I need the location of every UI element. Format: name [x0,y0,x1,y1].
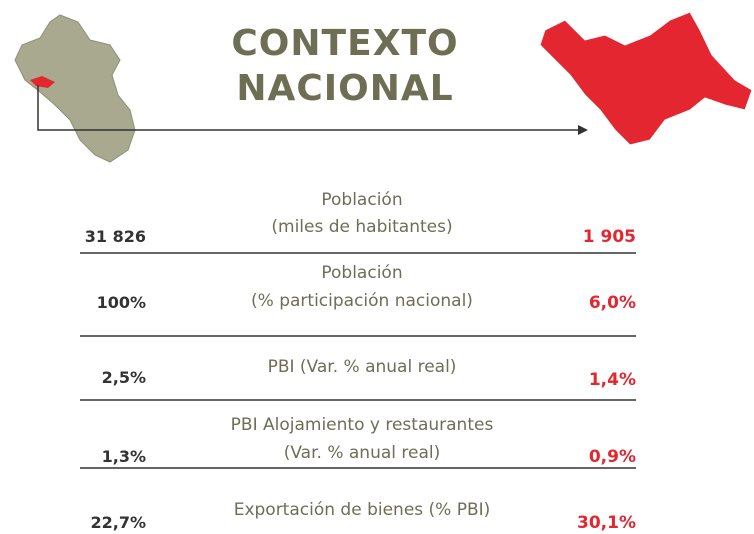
national-value: 22,7% [90,513,146,532]
title: CONTEXTO [231,23,458,64]
row-label: Población [321,263,402,283]
arrow-head [578,125,588,135]
national-value: 31 826 [85,227,146,246]
region-mark [30,76,55,88]
row-label: Exportación de bienes (% PBI) [234,500,491,520]
national-value: 100% [97,293,146,312]
row-label: (% participación nacional) [251,291,473,311]
region-value: 1,4% [589,370,636,390]
row-label: Población [321,190,402,210]
region-value: 1 905 [583,227,636,247]
national-value: 1,3% [102,447,146,466]
region-value: 30,1% [577,513,636,533]
row-label: (miles de habitantes) [271,217,452,237]
region-value: 6,0% [589,293,636,313]
region-value: 0,9% [589,447,636,467]
row-label: PBI Alojamiento y restaurantes [231,415,494,435]
title: NACIONAL [236,68,453,109]
row-label: PBI (Var. % anual real) [268,357,457,377]
national-value: 2,5% [102,368,146,387]
row-label: (Var. % anual real) [284,443,441,463]
region-map [539,11,753,146]
peru-map [14,14,136,163]
arrow-line [37,85,582,131]
